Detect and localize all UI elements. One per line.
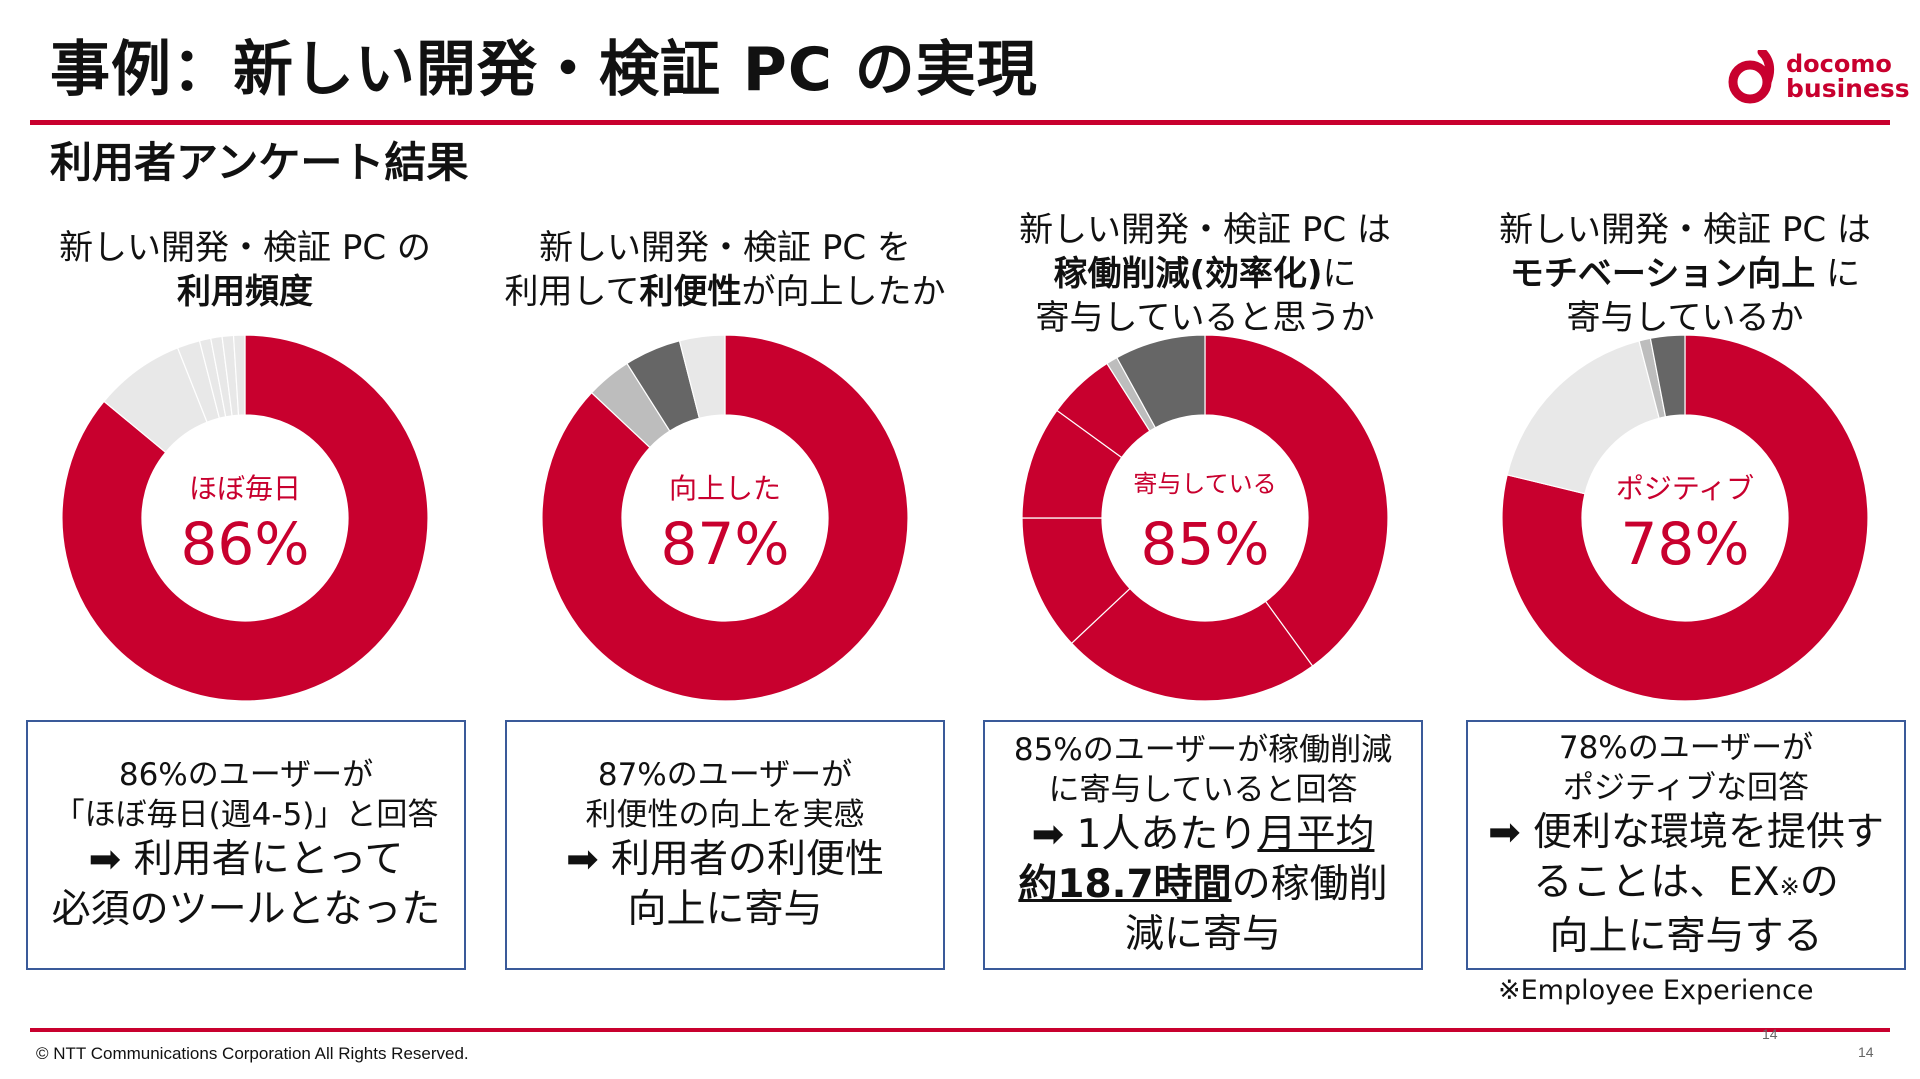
summary-line: 86%のユーザーが — [118, 757, 374, 793]
question-text: 新しい開発・検証 PC は 稼働削減(効率化)に 寄与していると思うか — [975, 208, 1435, 340]
summary-conclusion: 向上に寄与する — [1549, 914, 1823, 959]
logo-text-docomo: docomo — [1786, 50, 1892, 78]
donut-center-value: 86% — [180, 510, 310, 578]
donut-slice — [1116, 334, 1206, 429]
donut-chart — [61, 334, 429, 702]
question-line: 利用して — [504, 272, 640, 312]
question-line: 新しい開発・検証 PC の — [59, 228, 431, 268]
summary-conclusion: 減に寄与 — [1124, 912, 1281, 957]
question-line: に — [1826, 254, 1861, 294]
question-text: 新しい開発・検証 PC の 利用頻度 — [15, 226, 475, 314]
question-text: 新しい開発・検証 PC を 利用して利便性が向上したか — [495, 226, 955, 314]
donut-slice — [1070, 587, 1314, 702]
question-line: 新しい開発・検証 PC は — [1019, 210, 1391, 250]
donut-slice — [61, 334, 429, 702]
copyright: © NTT Communications Corporation All Rig… — [36, 1044, 469, 1063]
summary-box: 87%のユーザーが 利便性の向上を実感 ➡ 利用者の利便性 向上に寄与 — [505, 720, 945, 970]
summary-box: 78%のユーザーが ポジティブな回答 ➡ 便利な環境を提供す ることは、EX※の… — [1466, 720, 1906, 970]
question-line: に — [1322, 254, 1357, 294]
summary-line: に寄与していると回答 — [1048, 772, 1358, 808]
donut-slice — [1501, 334, 1869, 702]
donut-center-label: 向上した — [668, 472, 781, 505]
question-keyword: 利便性 — [639, 272, 742, 312]
summary-highlight: 約18.7時間 — [1018, 862, 1232, 907]
summary-conclusion: ることは、EX※の — [1533, 858, 1838, 912]
donut-center-value: 87% — [660, 510, 790, 578]
summary-text: の稼働削 — [1231, 862, 1388, 907]
summary-text: ることは、EX — [1533, 860, 1780, 905]
question-line: が向上したか — [741, 272, 946, 312]
question-keyword: モチベーション向上 — [1509, 254, 1816, 294]
summary-conclusion: 約18.7時間の稼働削 — [1018, 860, 1387, 910]
donut-slice — [541, 334, 909, 702]
donut-center-value: 78% — [1620, 510, 1750, 578]
donut-slice — [1506, 340, 1660, 495]
page-number: 14 — [1858, 1044, 1874, 1060]
page-subtitle: 利用者アンケート結果 — [50, 138, 469, 187]
summary-line: 87%のユーザーが — [597, 757, 853, 793]
summary-conclusion: 向上に寄与 — [627, 887, 823, 932]
footnote: ※Employee Experience — [1498, 975, 1814, 1006]
summary-text: ➡ 1人あたり — [1031, 812, 1258, 857]
donut-center-label: ポジティブ — [1615, 472, 1755, 505]
question-line: 新しい開発・検証 PC は — [1499, 210, 1871, 250]
question-keyword: 稼働削減(効率化) — [1053, 254, 1323, 294]
summary-box: 85%のユーザーが稼働削減 に寄与していると回答 ➡ 1人あたり月平均 約18.… — [983, 720, 1423, 970]
page-number: 14 — [1762, 1026, 1778, 1042]
donut-slice — [1649, 334, 1686, 418]
footnote-marker: ※ — [1779, 873, 1800, 901]
summary-box: 86%のユーザーが 「ほぼ毎日(週4-5)」と回答 ➡ 利用者にとって 必須のツ… — [26, 720, 466, 970]
summary-line: 利便性の向上を実感 — [585, 797, 865, 833]
question-text: 新しい開発・検証 PC は モチベーション向上 に 寄与しているか — [1455, 208, 1915, 340]
donut-chart — [1501, 334, 1869, 702]
brand-logo: docomo business — [1728, 48, 1910, 106]
donut-slice — [678, 334, 726, 419]
summary-line: 「ほぼ毎日(週4-5)」と回答 — [53, 797, 439, 833]
donut-chart — [1021, 334, 1389, 702]
donut-chart — [541, 334, 909, 702]
page-title: 事例：新しい開発・検証 PC の実現 — [50, 35, 1038, 105]
summary-conclusion: ➡ 1人あたり月平均 — [1032, 810, 1375, 860]
footer-divider — [30, 1028, 1890, 1032]
title-divider — [30, 120, 1890, 125]
question-line: 寄与していると思うか — [1035, 298, 1375, 338]
summary-text: の — [1799, 860, 1839, 905]
donut-center-value: 85% — [1140, 510, 1270, 578]
donut-slice — [1204, 334, 1389, 667]
question-keyword: 利用頻度 — [177, 272, 313, 312]
summary-highlight: 月平均 — [1257, 812, 1375, 857]
logo-text-business: business — [1786, 74, 1910, 103]
donut-slice — [232, 334, 246, 416]
donut-center-label: ほぼ毎日 — [188, 472, 301, 505]
summary-conclusion: ➡ 便利な環境を提供す — [1487, 810, 1885, 855]
question-line: 寄与しているか — [1566, 298, 1804, 338]
summary-conclusion: ➡ 利用者にとって — [88, 837, 404, 882]
question-line: 新しい開発・検証 PC を — [539, 228, 911, 268]
summary-line: ポジティブな回答 — [1562, 770, 1810, 806]
docomo-d-icon — [1728, 50, 1775, 104]
summary-line: 85%のユーザーが稼働削減 — [1013, 732, 1393, 768]
donut-center-label: 寄与している — [1133, 470, 1277, 498]
summary-conclusion: 必須のツールとなった — [51, 887, 441, 932]
summary-conclusion: ➡ 利用者の利便性 — [565, 837, 885, 882]
summary-line: 78%のユーザーが — [1558, 730, 1814, 766]
